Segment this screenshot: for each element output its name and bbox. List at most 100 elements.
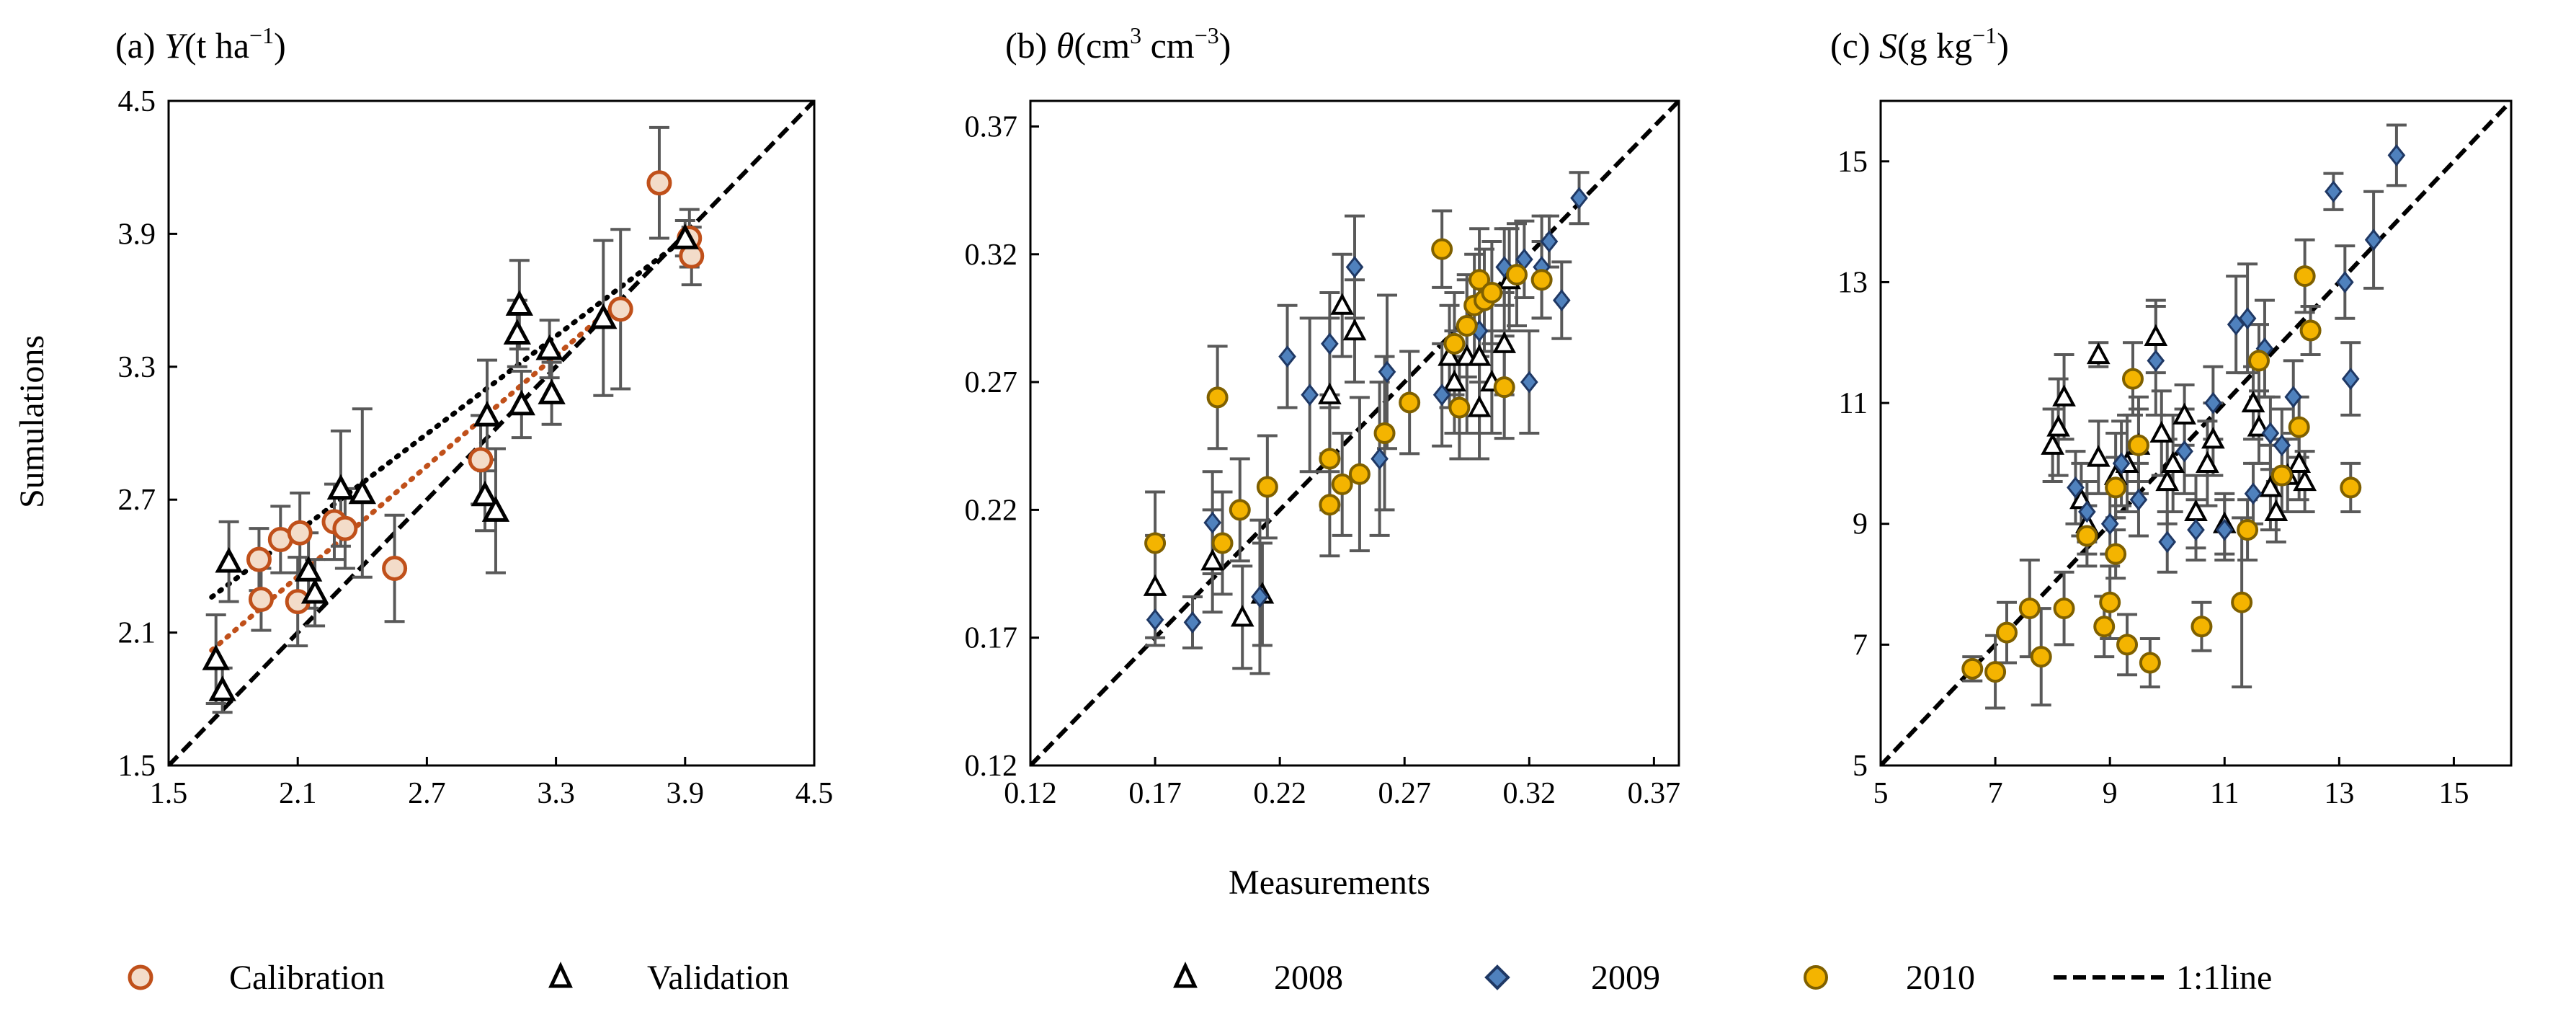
- y-tick-label: 0.12: [965, 750, 1018, 783]
- y-tick-label: 13: [1837, 266, 1868, 299]
- y-tick-label: 0.17: [965, 622, 1018, 655]
- y-tick-label: 11: [1839, 387, 1868, 420]
- legend-2008-label: 2008: [1274, 959, 1343, 997]
- y-tick-label: 0.32: [965, 239, 1018, 272]
- legend-calibration-label: Calibration: [229, 959, 385, 997]
- point-2010: [2127, 434, 2149, 456]
- point-2010: [2105, 543, 2127, 565]
- point-2010: [1144, 532, 1167, 554]
- panel-b-soil-water: 0.120.12 0.17 0.17 0.22 0.22 0.27 0.27 0.32 0.32…: [965, 99, 1680, 810]
- point-2008: [2241, 390, 2265, 413]
- point-2010: [2270, 464, 2293, 487]
- point-2010: [2231, 591, 2253, 613]
- point-2009: [2112, 452, 2131, 475]
- point-2008: [2172, 402, 2196, 425]
- x-tick-label: 0.27: [1378, 777, 1431, 810]
- point-2009: [1183, 611, 1202, 634]
- point-2010: [1530, 269, 1553, 291]
- point-validation: [535, 334, 563, 360]
- point-2008: [1438, 344, 1461, 366]
- point-2008: [2264, 499, 2288, 522]
- point-2010: [2099, 591, 2121, 613]
- point-2008: [2052, 384, 2076, 407]
- point-2010: [1996, 621, 2018, 644]
- x-tick-label: 0.17: [1128, 777, 1182, 810]
- point-2010: [1206, 386, 1229, 409]
- point-2008: [1318, 382, 1342, 404]
- point-2009: [1203, 511, 1222, 534]
- point-validation: [473, 401, 502, 427]
- one-to-one-line: [1881, 101, 2511, 765]
- point-2010: [1319, 448, 1341, 470]
- point-2010: [2030, 646, 2052, 668]
- x-tick-label: 7: [1988, 777, 2003, 810]
- point-2010: [1431, 238, 1453, 260]
- point-2009: [2387, 144, 2406, 167]
- point-2009: [2273, 434, 2291, 457]
- point-validation: [294, 556, 323, 582]
- point-2009: [2175, 440, 2193, 463]
- plot-frame-c: [1879, 99, 2513, 767]
- point-calibration: [332, 515, 358, 541]
- point-2009: [1146, 608, 1164, 631]
- point-calibration: [646, 170, 672, 196]
- point-2008: [2258, 475, 2283, 497]
- point-calibration: [287, 520, 313, 546]
- point-2008: [2287, 450, 2312, 473]
- point-validation: [348, 478, 376, 505]
- point-2008: [2155, 469, 2180, 492]
- legend-1to1-label: 1:1line: [2176, 959, 2272, 997]
- point-2009: [1432, 383, 1451, 407]
- x-tick-label: 4.5: [795, 777, 834, 810]
- point-2009: [2067, 476, 2085, 499]
- y-tick-label: 5: [1853, 750, 1868, 783]
- point-validation: [589, 303, 618, 329]
- y-tick-label: 3.9: [118, 218, 156, 251]
- point-2009: [2078, 500, 2096, 523]
- point-2008: [1492, 331, 1517, 353]
- point-2009: [2129, 488, 2148, 511]
- point-validation: [507, 389, 536, 416]
- point-2010: [2139, 652, 2161, 674]
- panel-a-yield: 1.51.5 2.1 2.1 2.7 2.7 3.3 3.3 3.9 3.9 4.5 4.5: [118, 85, 834, 810]
- panel-c-salinity: 55 7 7 9 9 11 11 13 13 15 15: [1837, 99, 2513, 810]
- y-axis-title: Sumulations: [13, 335, 51, 508]
- point-2010: [1481, 281, 1503, 303]
- point-2010: [2076, 525, 2098, 547]
- point-2010: [2018, 598, 2041, 620]
- plot-area-c: [1881, 101, 2511, 765]
- point-2009: [2284, 386, 2303, 409]
- legend-validation-marker: [548, 962, 573, 988]
- point-2008: [2144, 324, 2168, 346]
- point-2010: [1373, 422, 1396, 444]
- legend: Calibration Validation 2008 2009 2010 1:…: [128, 959, 2272, 997]
- point-validation: [215, 546, 243, 573]
- point-2010: [1348, 463, 1371, 485]
- point-2010: [1506, 264, 1528, 286]
- title-c: (c) S(g kg−1): [1830, 22, 2009, 66]
- point-2010: [1319, 494, 1341, 516]
- point-2009: [1570, 187, 1588, 210]
- point-2008: [1342, 318, 1367, 341]
- point-2009: [2261, 422, 2280, 445]
- point-2008: [2196, 450, 2219, 473]
- legend-2010-marker: [1804, 965, 1828, 990]
- point-2008: [2161, 450, 2185, 473]
- plot-area-a: [169, 101, 814, 765]
- y-tick-label: 4.5: [118, 85, 156, 118]
- point-2008: [1467, 344, 1492, 366]
- point-2008: [1330, 293, 1355, 315]
- point-validation: [503, 319, 532, 345]
- point-2009: [1552, 289, 1571, 312]
- legend-2009-marker: [1484, 964, 1510, 990]
- point-validation: [671, 223, 699, 249]
- legend-2010-label: 2010: [1906, 959, 1975, 997]
- y-tick-label: 15: [1837, 146, 1868, 179]
- plot-frame-b: [1029, 99, 1680, 767]
- point-validation: [505, 290, 534, 316]
- point-2008: [1230, 605, 1254, 627]
- point-2008: [1143, 574, 1167, 596]
- x-tick-label: 0.12: [1004, 777, 1057, 810]
- title-b: (b) θ(cm3 cm−3): [1005, 22, 1231, 66]
